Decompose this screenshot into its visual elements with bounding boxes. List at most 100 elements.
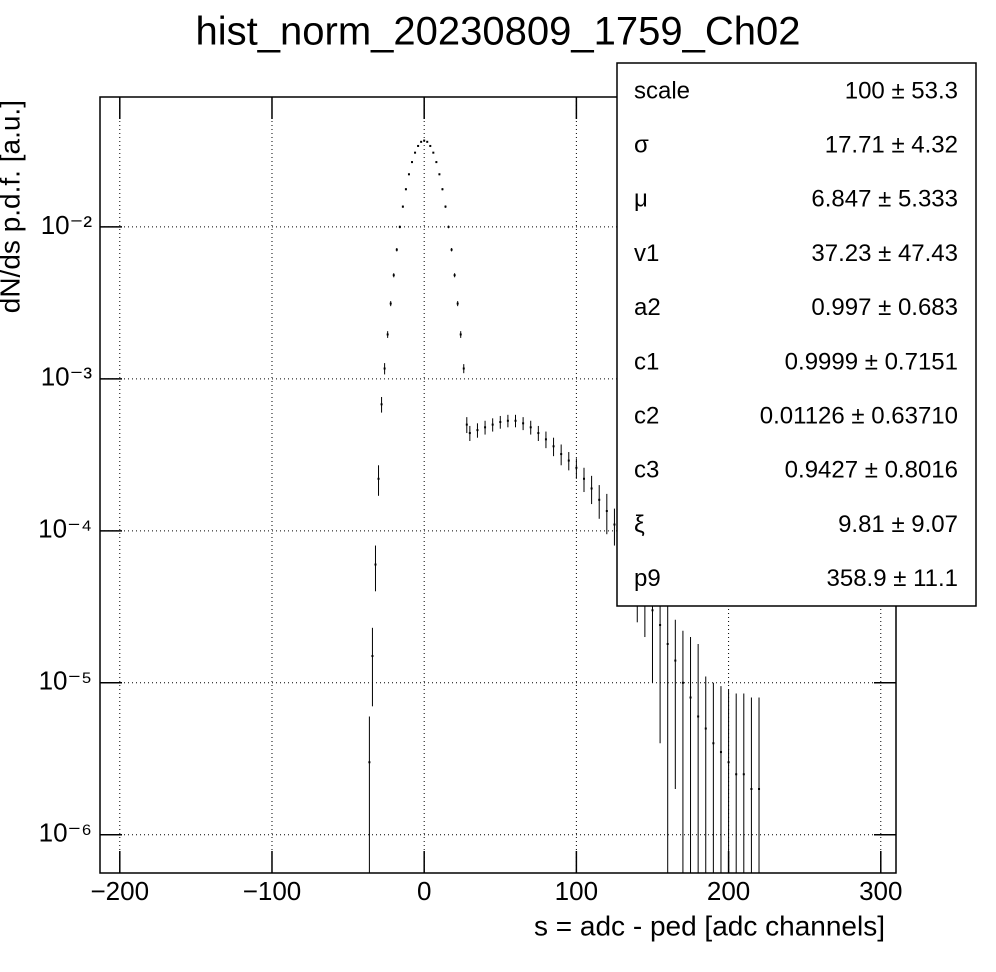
data-point [368, 761, 371, 764]
x-axis-label: s = adc - ped [adc channels] [534, 910, 885, 941]
data-point [552, 445, 555, 448]
data-point [476, 429, 479, 432]
data-point [398, 225, 401, 228]
stat-value: 0.997 ± 0.683 [811, 294, 958, 321]
data-point [383, 367, 386, 370]
x-tick-label: 200 [707, 876, 750, 906]
data-point [712, 742, 715, 745]
data-point [414, 151, 417, 154]
data-point [377, 477, 380, 480]
data-point [484, 426, 487, 429]
data-point [468, 432, 471, 435]
data-point [407, 173, 410, 176]
data-point [544, 438, 547, 441]
stat-name: scale [634, 77, 690, 104]
stat-name: p9 [634, 565, 661, 592]
stat-name: c3 [634, 457, 659, 484]
stat-value: 358.9 ± 11.1 [827, 565, 959, 592]
data-point [567, 459, 570, 462]
data-point [522, 422, 525, 425]
stat-name: ξ [634, 511, 645, 538]
x-tick-label: 300 [859, 876, 902, 906]
data-point [697, 715, 700, 718]
stat-name: v1 [634, 240, 659, 267]
data-point [411, 161, 414, 164]
y-tick-label: 10⁻⁶ [39, 818, 92, 848]
data-point [560, 453, 563, 456]
data-point [438, 173, 441, 176]
x-tick-label: −100 [243, 876, 302, 906]
data-point [420, 140, 423, 143]
stat-name: σ [634, 132, 649, 159]
stat-value: 9.81 ± 9.07 [838, 511, 958, 538]
data-point [727, 761, 730, 764]
data-point [605, 510, 608, 513]
data-point [582, 477, 585, 480]
data-point [426, 140, 429, 143]
y-tick-label: 10⁻³ [41, 362, 93, 392]
x-tick-label: 100 [555, 876, 598, 906]
stat-value: 0.9999 ± 0.7151 [785, 348, 958, 375]
data-point [598, 498, 601, 501]
data-point [758, 787, 761, 790]
chart-title: hist_norm_20230809_1759_Ch02 [196, 10, 801, 54]
data-point [659, 624, 662, 627]
data-point [447, 225, 450, 228]
data-point [704, 727, 707, 730]
data-point [575, 466, 578, 469]
data-point [456, 302, 459, 305]
x-tick-label: 0 [417, 876, 431, 906]
data-point [750, 787, 753, 790]
stat-value: 37.23 ± 47.43 [811, 240, 958, 267]
data-point [380, 403, 383, 406]
data-point [666, 642, 669, 645]
data-point [613, 523, 616, 526]
stat-value: 6.847 ± 5.333 [811, 186, 958, 213]
y-tick-label: 10⁻⁵ [39, 666, 92, 696]
data-point [395, 248, 398, 251]
data-point [689, 696, 692, 699]
x-tick-label: −200 [90, 876, 149, 906]
data-point [499, 421, 502, 424]
stat-value: 100 ± 53.3 [845, 77, 958, 104]
data-point [529, 426, 532, 429]
data-point [435, 161, 438, 164]
data-point [404, 188, 407, 191]
data-point [462, 367, 465, 370]
data-point [651, 609, 654, 612]
stat-name: c2 [634, 403, 659, 430]
stats-frame [616, 62, 977, 607]
stat-value: 0.9427 ± 0.8016 [785, 457, 958, 484]
data-point [401, 205, 404, 208]
data-point [389, 302, 392, 305]
data-point [450, 248, 453, 251]
data-point [386, 333, 389, 336]
data-point [441, 188, 444, 191]
y-tick-label: 10⁻⁴ [38, 514, 92, 544]
data-point [423, 139, 426, 142]
data-point [674, 659, 677, 662]
y-axis-label: dN/ds p.d.f. [a.u.] [0, 100, 25, 313]
data-point [491, 423, 494, 426]
data-point [444, 205, 447, 208]
stat-name: c1 [634, 348, 659, 375]
data-point [537, 432, 540, 435]
data-point [465, 423, 468, 426]
stat-value: 17.71 ± 4.32 [825, 132, 958, 159]
y-tick-label: 10⁻² [41, 210, 93, 240]
data-point [417, 144, 420, 147]
stat-name: μ [634, 186, 648, 213]
data-point [742, 773, 745, 776]
data-point [590, 487, 593, 490]
stats-box: scale 100 ± 53.3 σ 17.71 ± 4.32 μ 6.847 ± 5.3… [616, 62, 977, 607]
data-point [681, 681, 684, 684]
data-point [459, 333, 462, 336]
data-point [429, 144, 432, 147]
data-point [735, 773, 738, 776]
data-point [392, 274, 395, 277]
data-point [453, 274, 456, 277]
stat-name: a2 [634, 294, 661, 321]
data-point [432, 151, 435, 154]
data-point [719, 751, 722, 754]
